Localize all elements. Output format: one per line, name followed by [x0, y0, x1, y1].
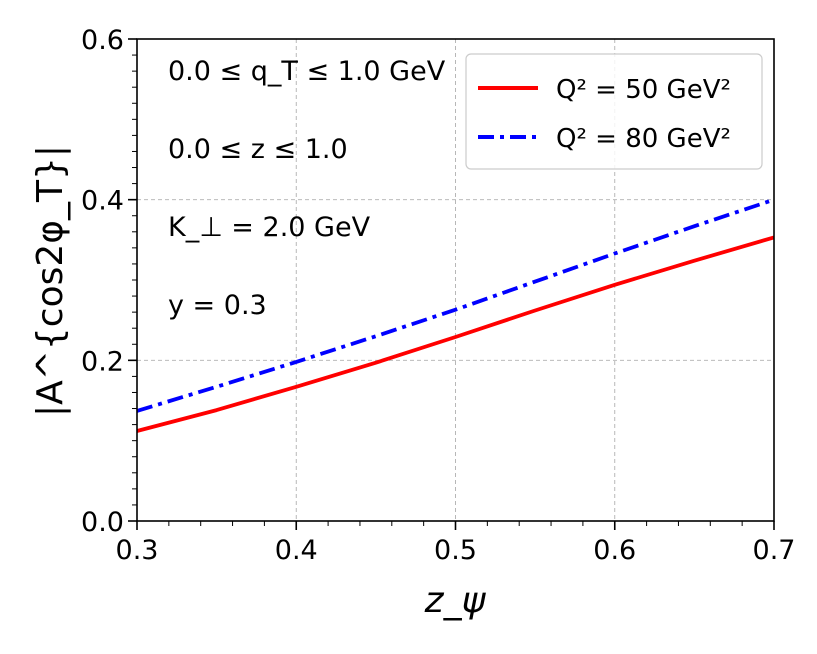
x-tick-label: 0.5 — [434, 535, 477, 566]
legend-box — [465, 53, 763, 170]
x-tick-label: 0.7 — [753, 535, 796, 566]
x-tick-label: 0.6 — [593, 535, 636, 566]
annotation-y-value: y = 0.3 — [168, 290, 267, 321]
x-tick-label: 0.4 — [275, 535, 318, 566]
y-tick-label: 0.6 — [81, 25, 124, 56]
x-axis-label: z_ψ — [424, 580, 487, 621]
series-line-0 — [136, 235, 775, 433]
y-tick-label: 0.0 — [81, 507, 124, 538]
series-line-1 — [136, 197, 775, 413]
annotation-qt-range: 0.0 ≤ q_T ≤ 1.0 GeV — [168, 56, 446, 87]
legend: Q² = 50 GeV² Q² = 80 GeV² — [465, 53, 763, 170]
y-tick-label: 0.4 — [81, 186, 124, 217]
legend-label-q2-80: Q² = 80 GeV² — [556, 124, 731, 154]
y-axis-label: |A^{cos2φ_T}| — [30, 145, 71, 417]
annotation-k-perp: K_⊥ = 2.0 GeV — [168, 212, 371, 243]
annotation-z-range: 0.0 ≤ z ≤ 1.0 — [168, 134, 348, 165]
y-tick-label: 0.2 — [81, 346, 124, 377]
series-layer — [136, 197, 775, 433]
x-tick-label: 0.3 — [116, 535, 159, 566]
annotations: 0.0 ≤ q_T ≤ 1.0 GeV 0.0 ≤ z ≤ 1.0 K_⊥ = … — [168, 56, 446, 321]
ticks: 0.3 0.4 0.5 0.6 0.7 0.0 0.2 0.4 0.6 — [81, 25, 795, 566]
legend-label-q2-50: Q² = 50 GeV² — [556, 75, 731, 105]
